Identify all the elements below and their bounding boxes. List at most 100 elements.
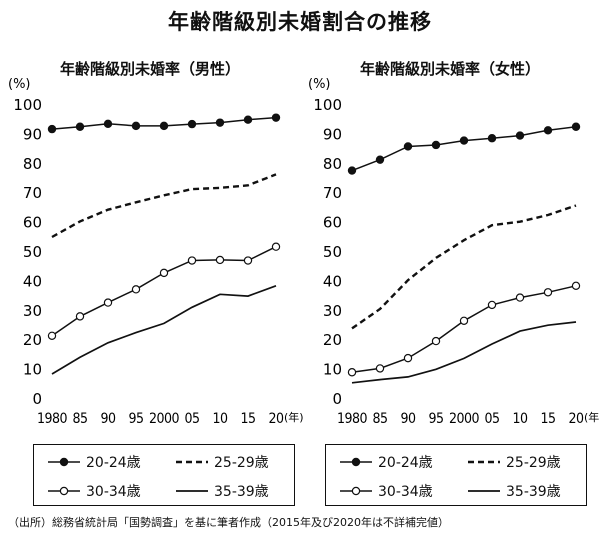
data-point-20-24歳 <box>271 113 281 122</box>
data-point-30-34歳 <box>459 316 469 325</box>
y-tick-label: 90 <box>23 125 42 143</box>
y-tick-label: 20 <box>323 331 342 349</box>
legend-marker <box>59 457 69 467</box>
data-point-30-34歳 <box>487 300 497 310</box>
data-point-30-34歳 <box>375 364 385 373</box>
data-point-20-24歳 <box>543 126 553 135</box>
legend-item: 35-39歳 <box>458 479 586 503</box>
x-tick-label: 10 <box>212 411 228 427</box>
y-tick-label: 0 <box>332 390 342 408</box>
data-point-20-24歳 <box>75 122 85 131</box>
legend-swatch <box>176 490 208 492</box>
source-note: （出所）総務省統計局「国勢調査」を基に筆者作成（2015年及び2020年は不詳補… <box>8 516 449 529</box>
y-tick-label: 20 <box>23 331 42 349</box>
legend-label: 20-24歳 <box>378 455 433 471</box>
legend-label: 25-29歳 <box>214 455 269 471</box>
y-tick-label: 10 <box>23 361 42 379</box>
data-point-30-34歳 <box>543 288 553 297</box>
legend-marker <box>351 486 361 496</box>
x-tick-label: 95 <box>428 411 443 427</box>
y-tick-label: 70 <box>23 184 42 202</box>
y-tick-label: 40 <box>23 272 42 290</box>
y-tick-label: 70 <box>323 184 342 202</box>
x-tick-label: 05 <box>184 411 199 427</box>
legend-swatch <box>340 486 372 496</box>
y-tick-label: 50 <box>23 243 42 261</box>
data-point-20-24歳 <box>431 140 441 150</box>
x-tick-label: 85 <box>72 411 87 427</box>
data-point-20-24歳 <box>571 122 581 131</box>
series-line-20-24歳 <box>351 126 577 172</box>
legend-label: 35-39歳 <box>214 484 269 500</box>
data-point-20-24歳 <box>103 119 113 129</box>
legend-label: 25-29歳 <box>506 455 561 471</box>
legend-swatch <box>468 460 500 464</box>
legend-item: 25-29歳 <box>458 450 586 474</box>
x-tick-label: 20 <box>568 411 584 427</box>
legend-item: 35-39歳 <box>166 479 294 503</box>
x-tick-label: 10 <box>512 411 528 427</box>
data-point-30-34歳 <box>347 368 357 377</box>
x-tick-label: 2000 <box>449 411 480 427</box>
x-tick-label: 20 <box>268 411 284 427</box>
chart-title-male: 年齢階級別未婚率（男性） <box>59 60 240 78</box>
line-chart-male: (%) 0 10 20 30 40 50 60 70 80 90 100 1980 85 90 95 2000 0… <box>8 77 304 427</box>
y-tick-label: 60 <box>323 214 342 232</box>
legend-item: 25-29歳 <box>166 450 294 474</box>
chart-panel-female: 年齢階級別未婚率（女性） (%) 0 10 20 30 40 50 60 70 80 90 100 19… <box>300 58 600 438</box>
y-tick-label: 0 <box>32 390 42 408</box>
x-axis-unit-label: (年) <box>284 410 304 424</box>
series-line-35-39歳 <box>351 321 577 384</box>
data-point-20-24歳 <box>403 142 413 151</box>
data-point-20-24歳 <box>459 136 469 145</box>
x-tick-label: 05 <box>484 411 499 427</box>
data-point-30-34歳 <box>187 256 197 265</box>
data-point-20-24歳 <box>487 134 497 143</box>
legend-male: 20-24歳 25-29歳 30-34歳 35-39歳 <box>33 444 295 506</box>
x-tick-label: 95 <box>128 411 143 427</box>
y-tick-label: 40 <box>323 272 342 290</box>
data-point-20-24歳 <box>515 131 525 140</box>
legend-label: 20-24歳 <box>86 455 141 471</box>
legend-swatch <box>176 460 208 464</box>
legend-item: 20-24歳 <box>38 450 166 474</box>
x-axis-unit-label: (年) <box>584 410 600 424</box>
legend-item: 20-24歳 <box>330 450 458 474</box>
legend-swatch <box>48 486 80 496</box>
y-axis-unit-label: (%) <box>8 77 31 92</box>
y-tick-label: 90 <box>323 125 342 143</box>
data-point-30-34歳 <box>243 256 253 265</box>
x-tick-label: 1980 <box>37 411 68 427</box>
y-tick-label: 30 <box>23 302 42 320</box>
legend-swatch <box>468 490 500 492</box>
data-point-30-34歳 <box>403 353 413 363</box>
data-point-20-24歳 <box>131 121 141 131</box>
data-point-20-24歳 <box>375 155 385 164</box>
y-tick-label: 80 <box>323 155 342 173</box>
y-tick-label: 10 <box>323 361 342 379</box>
x-tick-label: 90 <box>400 411 416 427</box>
x-tick-label: 15 <box>240 411 255 427</box>
y-tick-label: 30 <box>323 302 342 320</box>
data-point-30-34歳 <box>131 285 141 294</box>
data-point-30-34歳 <box>515 293 525 302</box>
legend-label: 30-34歳 <box>378 484 433 500</box>
x-tick-label: 1980 <box>337 411 368 427</box>
series-line-25-29歳 <box>351 204 577 330</box>
data-point-30-34歳 <box>103 298 113 307</box>
chart-title-female: 年齢階級別未婚率（女性） <box>359 60 540 78</box>
data-point-30-34歳 <box>47 331 57 340</box>
line-chart-female: (%) 0 10 20 30 40 50 60 70 80 90 100 1980 85 90 95 2000 0… <box>308 77 600 427</box>
data-point-30-34歳 <box>571 281 581 291</box>
x-tick-label: 90 <box>100 411 116 427</box>
legend-item: 30-34歳 <box>330 479 458 503</box>
y-tick-label: 100 <box>13 96 42 114</box>
data-point-30-34歳 <box>159 268 169 278</box>
y-axis-unit-label: (%) <box>308 77 331 92</box>
legend-marker <box>351 457 361 467</box>
data-point-20-24歳 <box>187 119 197 129</box>
y-tick-label: 80 <box>23 155 42 173</box>
legend-label: 35-39歳 <box>506 484 561 500</box>
data-point-20-24歳 <box>159 121 169 131</box>
y-tick-label: 50 <box>323 243 342 261</box>
